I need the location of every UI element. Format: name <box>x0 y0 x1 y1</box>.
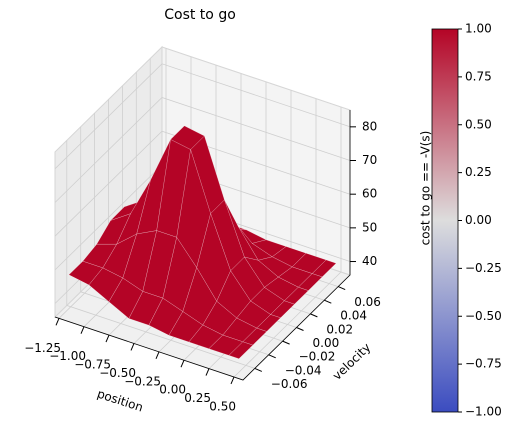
colorbar-tick-label: −0.75 <box>465 357 502 371</box>
y-tick <box>268 354 276 359</box>
y-tick <box>324 299 332 304</box>
colorbar-tick-label: 0.75 <box>465 69 492 83</box>
z-tick-label: 40 <box>362 254 377 268</box>
y-tick-label: −0.06 <box>271 377 308 391</box>
y-tick <box>310 313 318 318</box>
y-tick-label: −0.02 <box>299 350 336 364</box>
y-tick <box>337 286 346 291</box>
x-tick-label: −1.00 <box>49 349 86 363</box>
z-grid-line <box>54 97 351 203</box>
x-tick-label: 0.25 <box>184 391 211 405</box>
x-tick <box>130 343 135 351</box>
x-tick <box>180 360 185 368</box>
z-grid-line <box>54 63 351 170</box>
colorbar-tick-label: 0.50 <box>465 117 492 131</box>
x-tick-label: −0.25 <box>124 374 161 388</box>
y-grid-line <box>66 140 255 369</box>
axis-edge <box>54 110 351 381</box>
y-tick-label: 0.00 <box>313 336 340 350</box>
x-grid-line <box>233 107 342 378</box>
z-tick-label: 60 <box>362 187 377 201</box>
x-tick <box>80 326 85 334</box>
colorbar-tick-label: −0.25 <box>465 261 502 275</box>
x-tick-label: −0.75 <box>74 358 111 372</box>
surface-cell <box>228 341 254 359</box>
x-tick-label: 0.50 <box>209 399 236 413</box>
colorbar-tick-label: 1.00 <box>465 22 492 36</box>
colorbar-tick-label: 0.25 <box>465 165 492 179</box>
z-tick-label: 50 <box>362 220 377 234</box>
y-tick <box>282 340 290 345</box>
x-tick-label: −0.50 <box>99 366 136 380</box>
y-tick-label: 0.02 <box>326 322 353 336</box>
x-tick <box>55 318 60 326</box>
x-tick <box>230 376 235 385</box>
x-tick <box>205 368 210 376</box>
colorbar-tick-label: 0.00 <box>465 213 492 227</box>
z-tick-label: 80 <box>362 119 377 133</box>
x-tick-label: −1.25 <box>24 341 61 355</box>
y-tick-label: −0.04 <box>285 363 322 377</box>
x-tick-label: 0.00 <box>159 383 186 397</box>
colorbar-tick-label: −1.00 <box>465 405 502 419</box>
x-tick <box>155 351 160 360</box>
colorbar-tick-label: −0.50 <box>465 309 502 323</box>
colorbar <box>431 28 459 413</box>
chart-title: Cost to go <box>164 7 236 23</box>
colorbar-label: cost to go == -V(s) <box>419 131 433 246</box>
z-grid-line <box>54 130 351 237</box>
y-tick <box>296 327 304 331</box>
x-tick <box>105 334 110 343</box>
y-tick-label: 0.04 <box>340 309 367 323</box>
y-tick-label: 0.06 <box>354 295 381 309</box>
y-tick <box>254 367 263 372</box>
z-tick-label: 70 <box>362 153 377 167</box>
x-axis-label: position <box>95 387 145 415</box>
